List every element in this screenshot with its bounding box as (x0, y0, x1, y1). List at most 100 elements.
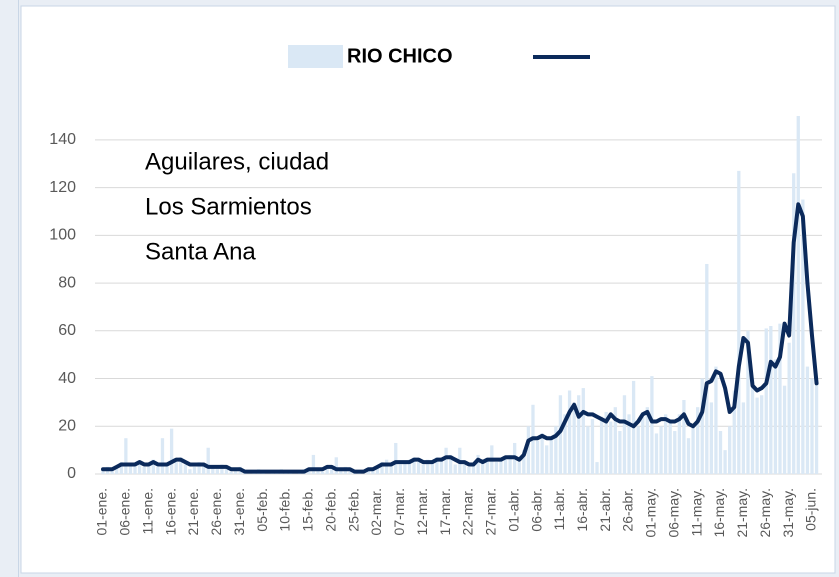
bar (179, 457, 183, 474)
bar (375, 466, 380, 474)
y-tick-label: 0 (67, 465, 76, 482)
bar (192, 466, 197, 474)
bar (371, 469, 375, 474)
x-tick-label: 17-mar. (437, 488, 453, 535)
bar (426, 459, 430, 474)
bar (650, 376, 654, 474)
x-tick-label: 06-may. (665, 488, 681, 538)
x-tick-label: 11-may. (688, 488, 704, 537)
bar (448, 454, 453, 474)
bar (796, 116, 800, 474)
x-tick-label: 25-feb. (345, 488, 361, 532)
x-tick-label: 16-ene. (162, 488, 178, 535)
bar (348, 471, 352, 474)
bar (156, 466, 160, 474)
bar (380, 462, 384, 474)
x-tick-label: 11-ene. (139, 488, 155, 534)
legend-label: RIO CHICO (347, 45, 453, 67)
bar (700, 378, 704, 474)
bar (160, 438, 165, 474)
x-tick-label: 26-abr. (620, 488, 636, 532)
bar (220, 464, 224, 474)
x-tick-label: 16-abr. (574, 488, 590, 532)
bar (773, 359, 778, 474)
bar (307, 469, 311, 474)
bar (714, 366, 718, 474)
bar (147, 464, 151, 474)
bar (453, 464, 457, 474)
bar (764, 328, 768, 474)
bar (686, 438, 691, 474)
bar (535, 440, 540, 474)
bar (137, 462, 142, 474)
bar (732, 390, 736, 474)
bar (439, 459, 444, 474)
bar (618, 431, 622, 474)
bar (586, 426, 590, 474)
bar (599, 416, 604, 474)
bar (115, 466, 119, 474)
bar (549, 438, 553, 474)
bar (211, 466, 215, 474)
bar (467, 466, 471, 474)
bar (677, 414, 681, 474)
bar (224, 466, 229, 474)
bar (197, 462, 201, 474)
bar (133, 464, 137, 474)
bar (165, 464, 169, 474)
bar (792, 173, 796, 474)
bar (691, 426, 695, 474)
x-tick-label: 22-mar. (460, 488, 476, 535)
bar (545, 445, 549, 474)
x-tick-label: 26-may. (757, 488, 773, 538)
bar (151, 459, 155, 474)
bar (595, 462, 599, 474)
bar (572, 402, 576, 474)
bar (508, 454, 512, 474)
bar (663, 414, 668, 474)
bar (609, 421, 613, 474)
bar (737, 170, 741, 475)
bar (554, 426, 558, 474)
x-tick-label: 06-abr. (528, 488, 544, 532)
x-tick-label: 31-ene. (231, 488, 247, 535)
x-tick-label: 20-feb. (322, 488, 338, 532)
bar (723, 450, 727, 474)
bar (476, 454, 480, 474)
bar (444, 447, 448, 474)
bar (229, 471, 233, 474)
bar (398, 464, 402, 474)
bar (760, 395, 764, 474)
bar (645, 407, 649, 474)
bar (517, 462, 521, 474)
bar (128, 464, 133, 474)
x-tick-label: 21-ene. (185, 488, 201, 535)
bar (503, 457, 508, 474)
bar (101, 469, 105, 474)
bar (462, 462, 467, 474)
x-tick-label: 21-may. (734, 488, 750, 538)
bar (403, 462, 407, 474)
bar (750, 378, 755, 474)
divider (18, 0, 19, 577)
x-tick-label: 01-ene. (94, 488, 110, 535)
x-tick-label: 05-feb. (254, 488, 270, 532)
bar (389, 464, 393, 474)
bar (435, 457, 439, 474)
x-tick-label: 31-may. (780, 488, 796, 538)
x-tick-label: 07-mar. (391, 488, 407, 535)
bar (110, 469, 114, 474)
bar (416, 462, 421, 474)
x-tick-label: 27-mar. (483, 488, 499, 535)
y-tick-label: 60 (58, 322, 76, 339)
bar (316, 469, 320, 474)
x-tick-label: 06-ene. (117, 488, 133, 535)
y-tick-label: 40 (58, 370, 76, 387)
y-tick-label: 100 (49, 227, 76, 244)
bar (339, 469, 343, 474)
bar (590, 419, 595, 474)
bar (613, 407, 617, 474)
bar (641, 416, 645, 474)
bar (522, 450, 526, 474)
